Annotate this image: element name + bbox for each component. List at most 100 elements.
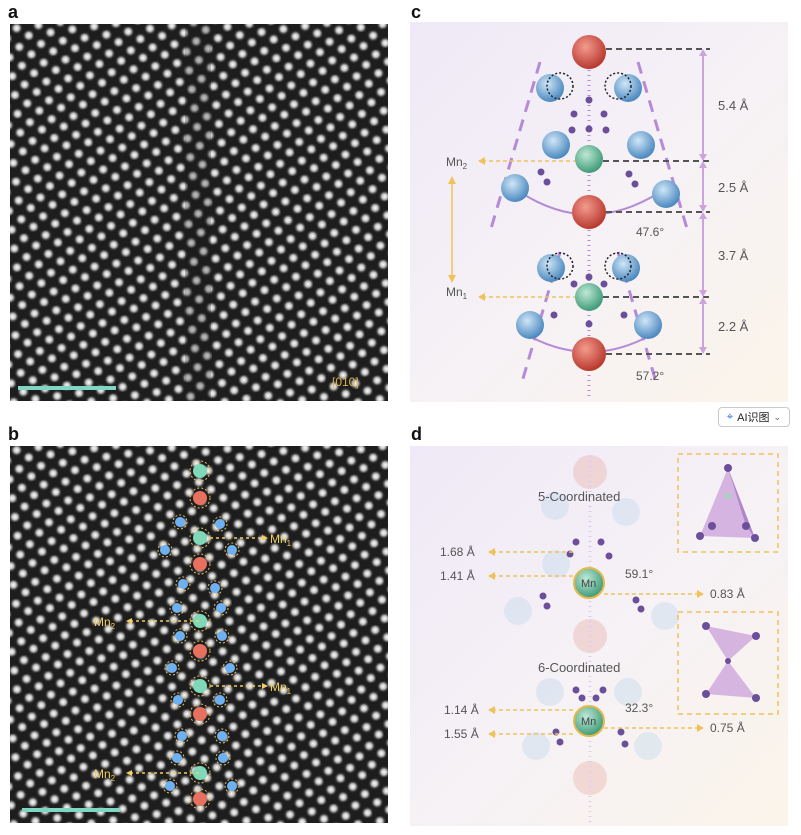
- mn2-lower-text: Mn: [94, 767, 111, 781]
- mn1-label-lower: Mn1: [210, 680, 292, 696]
- red-atom: [193, 792, 207, 806]
- atom-halo: [189, 460, 211, 482]
- stem-lattice-a: [010]: [10, 24, 388, 401]
- blue-atom: [215, 695, 225, 705]
- stem-image-b: Mn1 Mn2 Mn1 Mn2: [10, 446, 388, 823]
- schematic-c-svg: 5.4 Å 2.5 Å 3.7 Å 2.2 Å 47.6° 57.2° Mn2 …: [446, 35, 749, 400]
- blue-atom: [227, 781, 237, 791]
- angle-upper: 47.6°: [636, 225, 664, 239]
- teal-atom: [193, 531, 207, 545]
- ai-recognize-button[interactable]: ⌖ AI识图 ⌄: [718, 407, 790, 427]
- atom-halo: [189, 788, 211, 810]
- blue-atom: [172, 753, 182, 763]
- atom-halo: [189, 553, 211, 575]
- blue-atom: [218, 753, 228, 763]
- panel-letter-b: b: [8, 424, 19, 444]
- red-atom: [193, 557, 207, 571]
- blue-atom: [217, 731, 227, 741]
- atom-halo: [212, 516, 228, 532]
- mn2-sub: 2: [463, 162, 468, 171]
- atom-halo: [224, 542, 240, 558]
- teal-atom: [193, 679, 207, 693]
- blue-atom: [160, 545, 170, 555]
- sparkle-scan-icon: ⌖: [726, 410, 734, 423]
- distance-0-83: 0.83 Å: [710, 586, 745, 601]
- teal-atom: [193, 614, 207, 628]
- svg-text:Mn2: Mn2: [94, 767, 116, 783]
- svg-text:Mn2: Mn2: [446, 155, 468, 171]
- blue-atom: [172, 603, 182, 613]
- teal-atom: [193, 766, 207, 780]
- blue-atom: [215, 519, 225, 529]
- atom-halo: [214, 728, 230, 744]
- mn2-text: Mn: [446, 155, 463, 169]
- atom-halo: [170, 692, 186, 708]
- zone-axis-label: [010]: [332, 375, 359, 389]
- atom-halo: [169, 600, 185, 616]
- schematic-c: 5.4 Å 2.5 Å 3.7 Å 2.2 Å 47.6° 57.2° Mn2 …: [410, 22, 788, 402]
- mn1-lower-text: Mn: [270, 680, 287, 694]
- atom-halo: [224, 778, 240, 794]
- octahedron-inset: [677, 611, 779, 715]
- distance-2-5: 2.5 Å: [718, 180, 749, 195]
- mn-atom-label-top: Mn: [581, 578, 596, 590]
- svg-text:Mn1: Mn1: [270, 680, 292, 696]
- scale-bar: [18, 386, 116, 390]
- atom-halo: [207, 580, 223, 596]
- atom-halo: [162, 778, 178, 794]
- mn1-lower-sub: 1: [287, 687, 292, 696]
- scale-bar: [22, 808, 120, 812]
- atom-halo: [189, 762, 211, 784]
- blue-atom: [227, 545, 237, 555]
- mn1-sub: 1: [463, 292, 468, 301]
- atom-halo: [189, 610, 211, 632]
- panel-letter-d: d: [411, 424, 422, 444]
- blue-atom: [225, 663, 235, 673]
- angle-lower: 57.2°: [636, 369, 664, 383]
- distance-1-41: 1.41 Å: [440, 568, 475, 583]
- angle-59: 59.1°: [625, 567, 653, 581]
- blue-atom: [177, 731, 187, 741]
- atom-halo: [157, 542, 173, 558]
- mn2-upper-sub: 2: [111, 622, 116, 631]
- atom-halo: [175, 576, 191, 592]
- atom-halo: [164, 660, 180, 676]
- blue-atom: [175, 631, 185, 641]
- distance-1-55: 1.55 Å: [444, 726, 479, 741]
- atom-halo: [189, 487, 211, 509]
- atom-halo: [215, 750, 231, 766]
- schematic-d-svg: Mn 5-Coordinated 59.1° 1.68 Å 1.41 Å 0.8…: [440, 453, 779, 824]
- blue-atom: [175, 517, 185, 527]
- angle-32: 32.3°: [625, 701, 653, 715]
- atom-halo: [172, 628, 188, 644]
- atom-halo: [222, 660, 238, 676]
- atom-halo: [169, 750, 185, 766]
- red-atom: [193, 491, 207, 505]
- atom-halo: [189, 703, 211, 725]
- svg-text:Mn1: Mn1: [446, 285, 468, 301]
- mn1-top-text: Mn: [270, 532, 287, 546]
- blue-atom: [216, 603, 226, 613]
- red-atom: [193, 644, 207, 658]
- blue-atom: [210, 583, 220, 593]
- pyramid-inset: [677, 453, 779, 553]
- stem-overlay-b: Mn1 Mn2 Mn1 Mn2: [10, 446, 388, 823]
- title-5-coordinated: 5-Coordinated: [538, 489, 620, 504]
- mn1-text: Mn: [446, 285, 463, 299]
- atom-overlay: [157, 460, 240, 810]
- blue-atom: [165, 781, 175, 791]
- panel-letter-c: c: [411, 2, 422, 22]
- blue-atom: [167, 663, 177, 673]
- stem-image-a: [010]: [10, 24, 388, 401]
- atom-halo: [174, 728, 190, 744]
- atom-halo: [213, 600, 229, 616]
- mn1-top-sub: 1: [287, 539, 292, 548]
- red-atom: [193, 707, 207, 721]
- title-6-coordinated: 6-Coordinated: [538, 660, 620, 675]
- mn-atom-label-bottom: Mn: [581, 716, 596, 728]
- mn2-label-upper: Mn2: [94, 615, 200, 631]
- atom-halo: [212, 692, 228, 708]
- ai-label: AI识图: [737, 412, 770, 424]
- atom-halo: [214, 628, 230, 644]
- distance-0-75: 0.75 Å: [710, 720, 745, 735]
